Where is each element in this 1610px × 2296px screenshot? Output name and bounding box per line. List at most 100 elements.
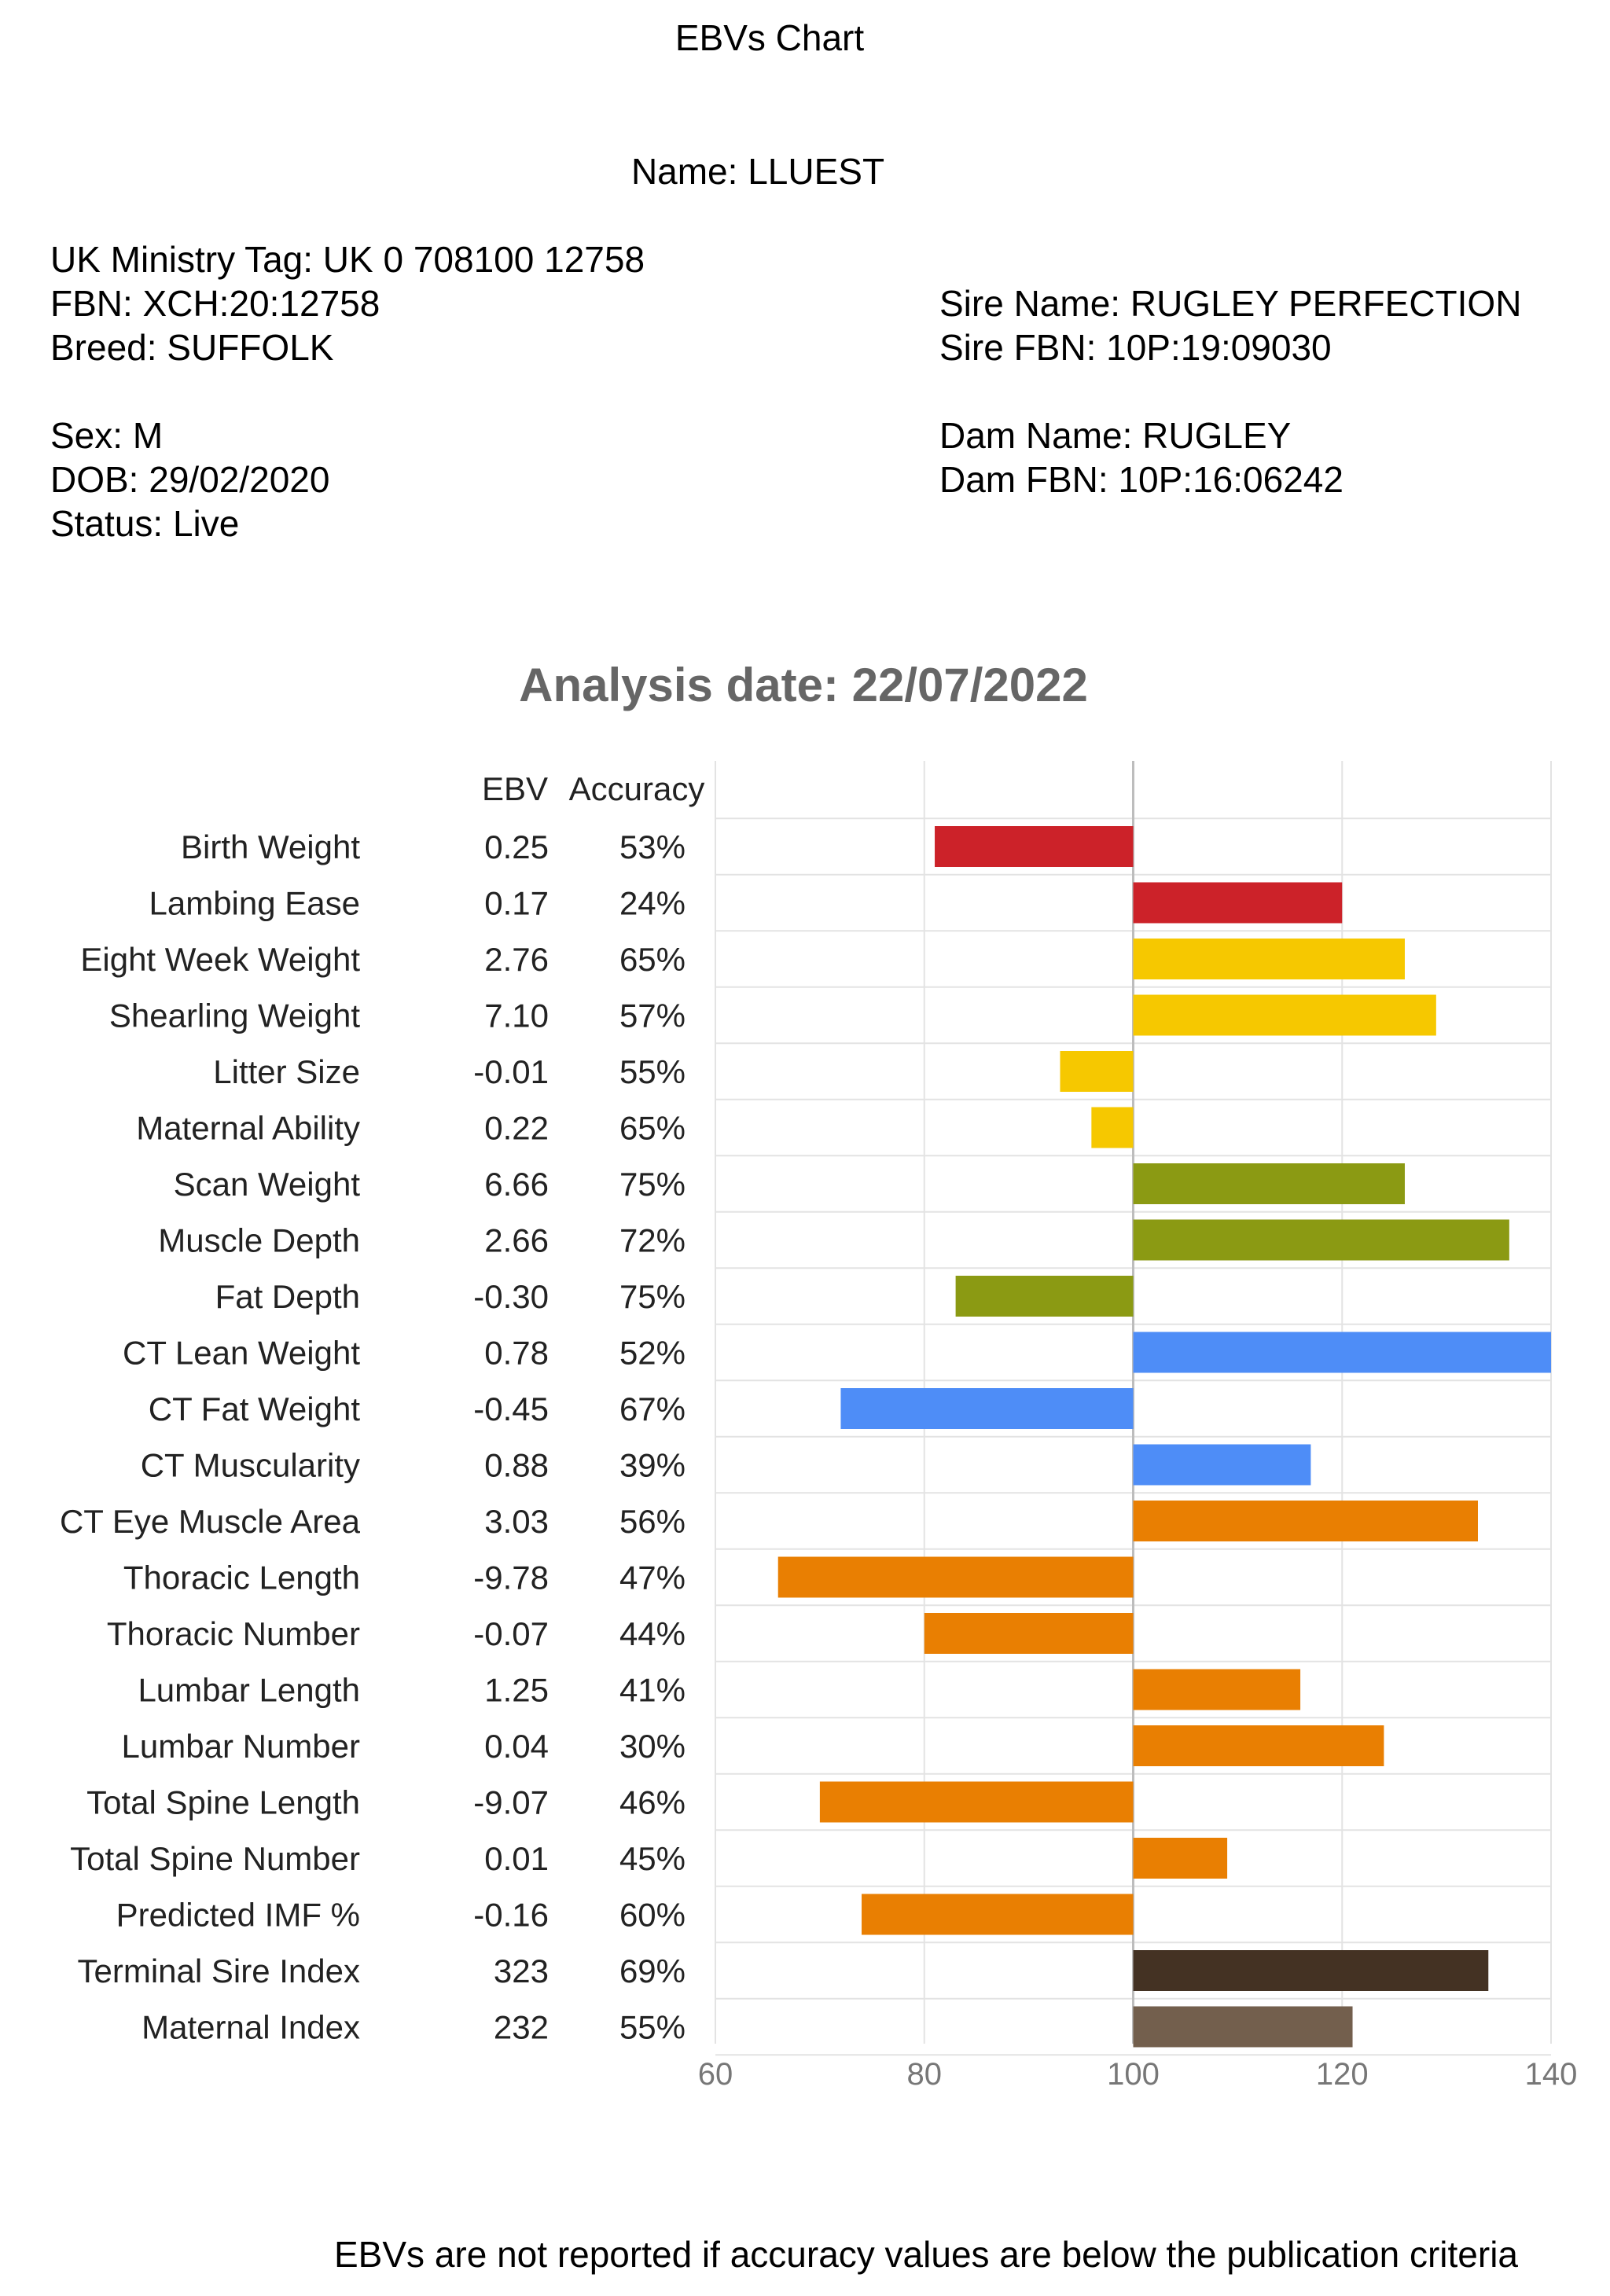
ebv-bar-chart: Analysis date: 22/07/2022 EBV Accuracy B…: [60, 660, 1578, 2092]
trait-label: Fat Depth: [215, 1278, 360, 1315]
sire-name: Sire Name: RUGLEY PERFECTION: [939, 283, 1522, 324]
bar-total-spine-number: [1133, 1838, 1228, 1879]
ebv-value: 0.17: [484, 885, 549, 922]
ebv-value: -9.78: [473, 1559, 549, 1596]
ebv-value: 0.78: [484, 1335, 549, 1372]
row-labels: Birth Weight 0.25 53% Lambing Ease 0.17 24% Ei…: [60, 828, 686, 2046]
accuracy-value: 72%: [619, 1222, 686, 1259]
x-axis-ticks: 60 80 100 120 140: [698, 2057, 1578, 2092]
trait-label: Eight Week Weight: [80, 941, 360, 978]
accuracy-value: 56%: [619, 1503, 686, 1540]
trait-label: Lumbar Number: [122, 1728, 360, 1765]
status: Status: Live: [50, 503, 240, 544]
dob: DOB: 29/02/2020: [50, 459, 330, 500]
bar-thoracic-number: [924, 1613, 1134, 1654]
trait-label: Lumbar Length: [138, 1672, 360, 1709]
accuracy-value: 67%: [619, 1390, 686, 1427]
accuracy-value: 52%: [619, 1335, 686, 1372]
ebv-value: 323: [494, 1953, 549, 1989]
bar-predicted-imf-: [862, 1894, 1134, 1935]
trait-label: Total Spine Length: [86, 1784, 360, 1821]
ebv-value: 1.25: [484, 1672, 549, 1709]
accuracy-value: 45%: [619, 1840, 686, 1877]
accuracy-value: 46%: [619, 1784, 686, 1821]
accuracy-value: 55%: [619, 1053, 686, 1090]
trait-label: Maternal Ability: [136, 1110, 360, 1147]
bar-terminal-sire-index: [1133, 1950, 1489, 1991]
column-header-ebv: EBV: [482, 770, 548, 807]
trait-label: CT Muscularity: [141, 1447, 360, 1484]
ebv-value: 2.66: [484, 1222, 549, 1259]
dam-fbn: Dam FBN: 10P:16:06242: [939, 459, 1344, 500]
bar-total-spine-length: [819, 1781, 1134, 1823]
ministry-tag: UK Ministry Tag: UK 0 708100 12758: [50, 239, 645, 280]
bar-eight-week-weight: [1133, 939, 1405, 979]
bar-muscle-depth: [1133, 1219, 1509, 1261]
accuracy-value: 44%: [619, 1615, 686, 1652]
ebv-value: 3.03: [484, 1503, 549, 1540]
trait-label: Total Spine Number: [70, 1840, 360, 1877]
bar-lambing-ease: [1133, 882, 1343, 924]
bar-birth-weight: [935, 826, 1134, 867]
x-tick-label: 60: [698, 2057, 733, 2092]
accuracy-value: 75%: [619, 1166, 686, 1203]
ebv-value: 232: [494, 2009, 549, 2046]
trait-label: CT Fat Weight: [149, 1390, 361, 1427]
bar-ct-fat-weight: [840, 1388, 1134, 1429]
bar-ct-muscularity: [1133, 1444, 1311, 1486]
bar-scan-weight: [1133, 1163, 1405, 1204]
accuracy-value: 53%: [619, 828, 686, 865]
accuracy-value: 47%: [619, 1559, 686, 1596]
ebv-value: -9.07: [473, 1784, 549, 1821]
accuracy-value: 41%: [619, 1672, 686, 1709]
bars: [777, 826, 1551, 2048]
trait-label: Lambing Ease: [149, 885, 360, 922]
trait-label: Birth Weight: [181, 828, 360, 865]
ebv-value: -0.07: [473, 1615, 549, 1652]
bar-ct-eye-muscle-area: [1133, 1501, 1478, 1541]
trait-label: Predicted IMF %: [116, 1897, 360, 1934]
trait-label: Scan Weight: [174, 1166, 361, 1203]
ebv-value: -0.30: [473, 1278, 549, 1315]
accuracy-value: 65%: [619, 1110, 686, 1147]
bar-litter-size: [1060, 1051, 1134, 1092]
accuracy-value: 57%: [619, 997, 686, 1034]
trait-label: Maternal Index: [142, 2009, 360, 2046]
ebv-value: 0.25: [484, 828, 549, 865]
ebv-value: -0.01: [473, 1053, 549, 1090]
trait-label: Shearling Weight: [109, 997, 360, 1034]
bar-lumbar-number: [1133, 1725, 1384, 1766]
ebv-value: 0.88: [484, 1447, 549, 1484]
animal-name: Name: LLUEST: [630, 151, 885, 192]
accuracy-value: 39%: [619, 1447, 686, 1484]
trait-label: Thoracic Length: [123, 1559, 360, 1596]
ebv-value: 0.22: [484, 1110, 549, 1147]
ebv-value: 7.10: [484, 997, 549, 1034]
sex: Sex: M: [50, 415, 164, 456]
sire-fbn: Sire FBN: 10P:19:09030: [939, 327, 1332, 368]
accuracy-value: 30%: [619, 1728, 686, 1765]
accuracy-value: 60%: [619, 1897, 686, 1934]
trait-label: Muscle Depth: [158, 1222, 360, 1259]
trait-label: Terminal Sire Index: [78, 1953, 360, 1989]
trait-label: CT Eye Muscle Area: [60, 1503, 361, 1540]
ebv-value: 0.01: [484, 1840, 549, 1877]
bar-maternal-ability: [1091, 1107, 1134, 1148]
bar-ct-lean-weight: [1133, 1332, 1551, 1373]
trait-label: Litter Size: [213, 1053, 360, 1090]
dam-name: Dam Name: RUGLEY: [939, 415, 1292, 456]
bar-shearling-weight: [1133, 994, 1436, 1036]
accuracy-value: 69%: [619, 1953, 686, 1989]
accuracy-value: 75%: [619, 1278, 686, 1315]
bar-lumbar-length: [1133, 1669, 1301, 1710]
x-tick-label: 120: [1316, 2057, 1369, 2092]
x-tick-label: 140: [1525, 2057, 1578, 2092]
fbn: FBN: XCH:20:12758: [50, 283, 380, 324]
chart-title: Analysis date: 22/07/2022: [519, 660, 1088, 711]
ebv-value: 0.04: [484, 1728, 549, 1765]
trait-label: CT Lean Weight: [123, 1335, 360, 1372]
x-tick-label: 100: [1107, 2057, 1160, 2092]
breed: Breed: SUFFOLK: [50, 327, 334, 368]
document-title: EBVs Chart: [675, 17, 865, 58]
x-tick-label: 80: [907, 2057, 943, 2092]
